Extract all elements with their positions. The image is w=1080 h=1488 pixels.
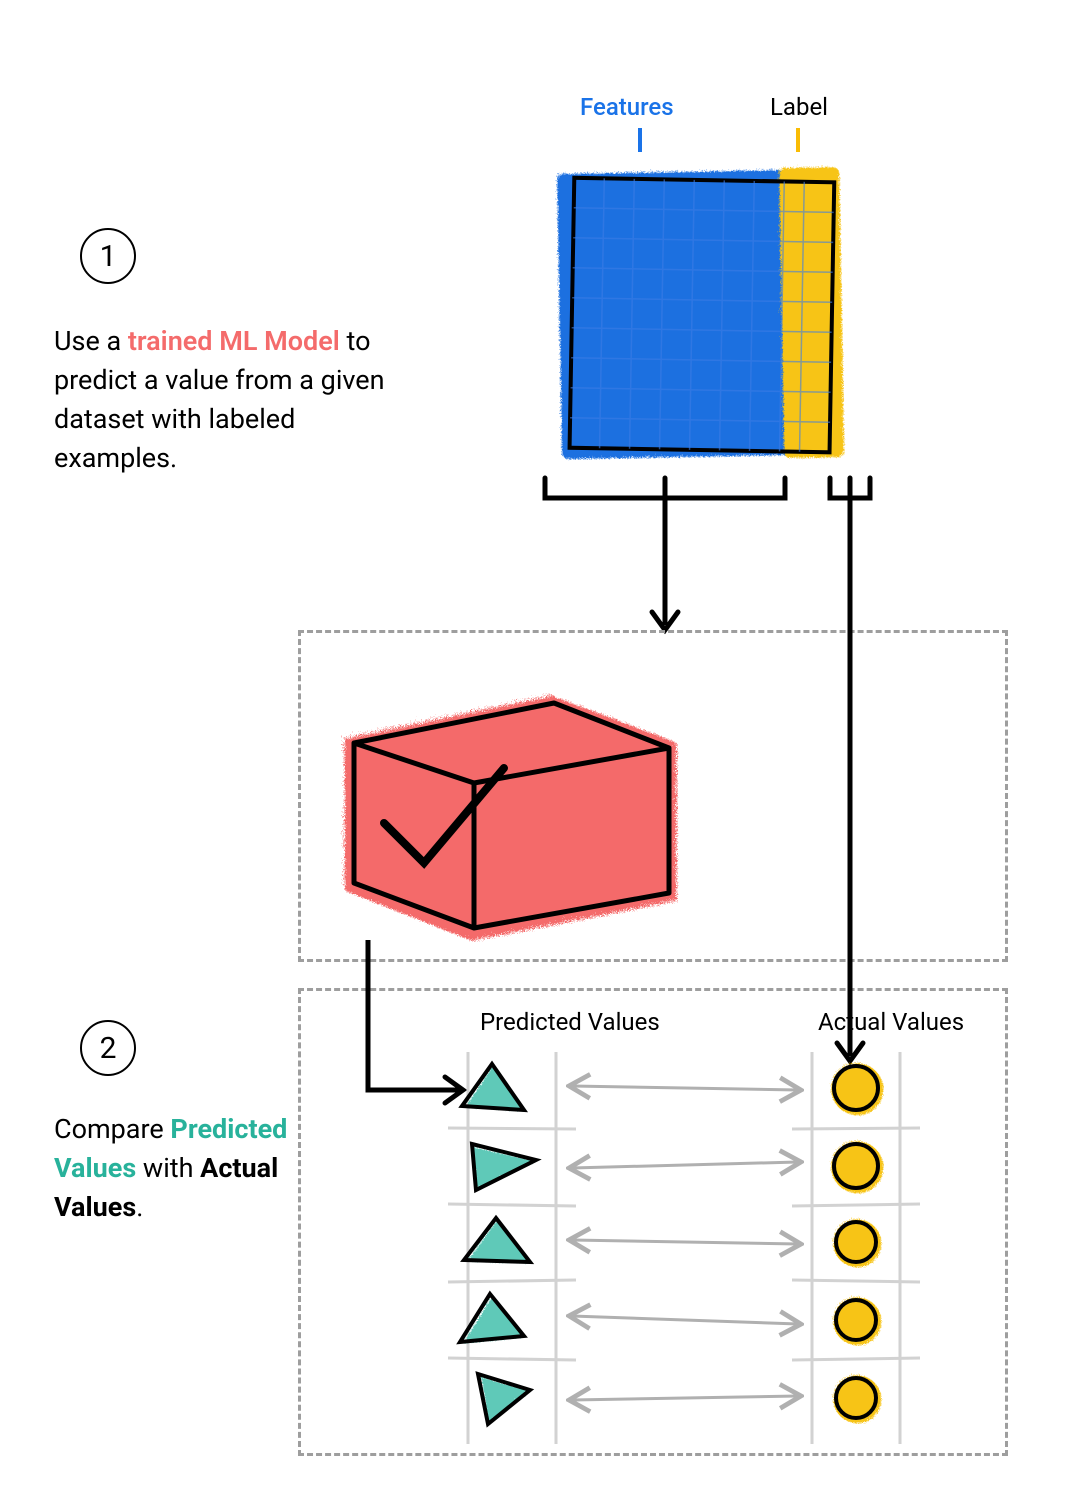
step-1-text: Use a trained ML Model to predict a valu… bbox=[54, 322, 394, 479]
step-1-circle: 1 bbox=[80, 228, 136, 284]
model-cube bbox=[314, 648, 734, 968]
step-2-number: 2 bbox=[100, 1031, 117, 1066]
step-2-circle: 2 bbox=[80, 1020, 136, 1076]
label-arrow-through bbox=[820, 628, 880, 988]
step-2-text: Compare Predicted Values with Actual Val… bbox=[54, 1110, 334, 1227]
dataset-diagram bbox=[520, 100, 920, 520]
step-1-number: 1 bbox=[100, 239, 117, 274]
comparison-table bbox=[400, 1044, 1020, 1464]
predicted-header: Predicted Values bbox=[480, 1008, 660, 1036]
actual-header: Actual Values bbox=[818, 1008, 964, 1036]
